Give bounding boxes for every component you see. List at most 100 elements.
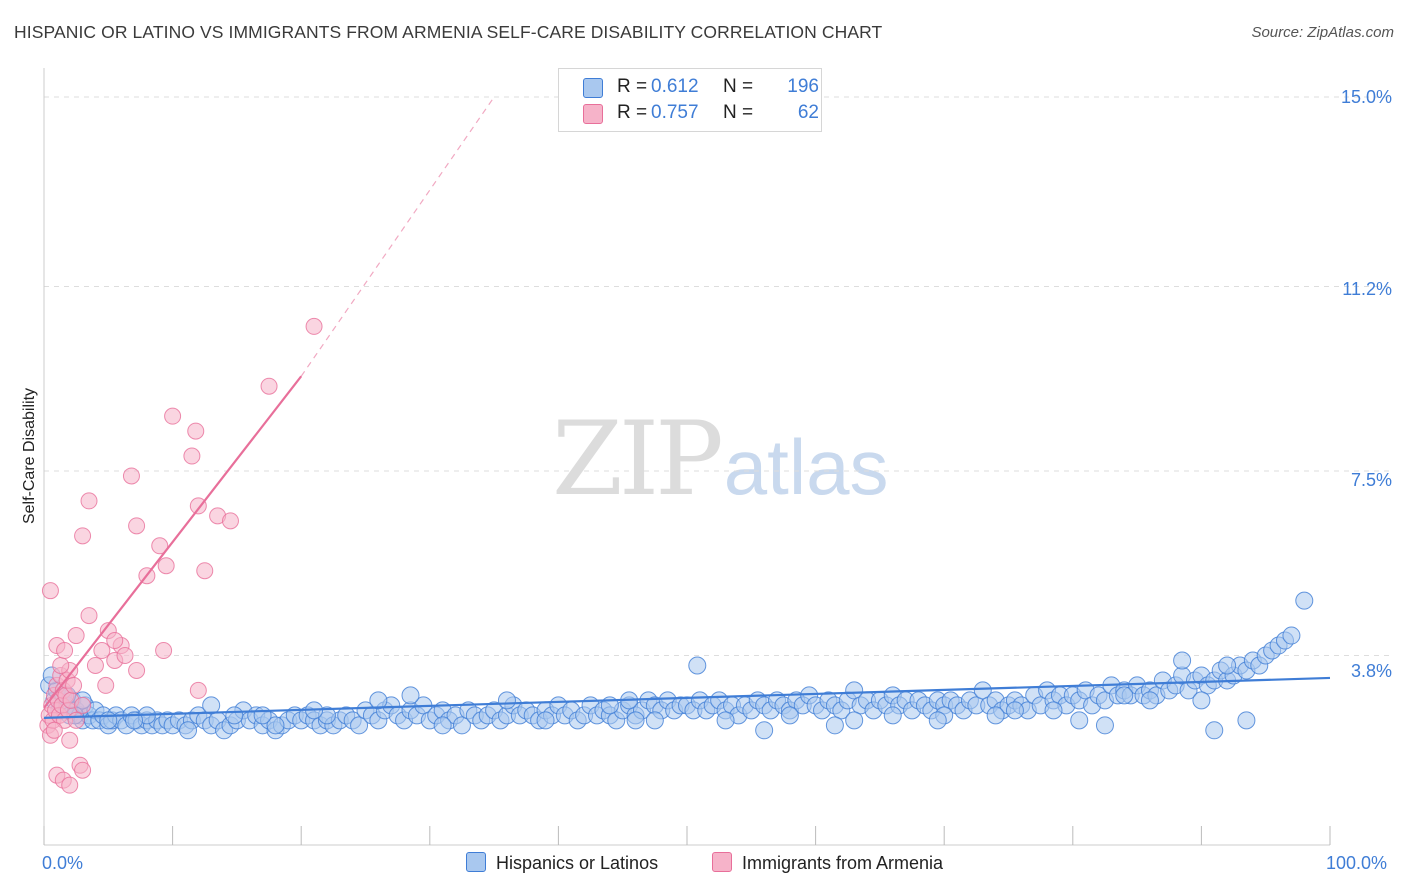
point-hispanics-212	[225, 706, 244, 725]
legend-n-value: 62	[797, 102, 819, 123]
point-hispanics-231	[883, 706, 902, 725]
point-hispanics-249	[1237, 711, 1256, 730]
point-armenia-46	[189, 681, 207, 699]
bottom-legend-label-armenia: Immigrants from Armenia	[742, 853, 944, 873]
bottom-legend-armenia: Immigrants from Armenia	[712, 852, 943, 874]
point-armenia-50	[221, 512, 239, 530]
point-hispanics-246	[1070, 711, 1089, 730]
point-hispanics-245	[1005, 701, 1024, 720]
point-armenia-35	[122, 467, 140, 485]
point-hispanics-206	[688, 656, 707, 675]
point-armenia-48	[196, 562, 214, 580]
point-hispanics-225	[433, 716, 452, 735]
point-armenia-37	[80, 492, 98, 510]
point-hispanics-233	[986, 706, 1005, 725]
point-armenia-24	[61, 731, 79, 749]
point-hispanics-237	[1192, 691, 1211, 710]
point-armenia-42	[157, 557, 175, 575]
y-tick-label-15: 15.0%	[1340, 87, 1392, 107]
watermark: ZIPatlas	[552, 400, 889, 519]
trendline-armenia-extension	[300, 96, 495, 377]
point-hispanics-229	[780, 706, 799, 725]
point-hispanics-213	[179, 721, 198, 740]
point-hispanics-209	[401, 686, 420, 705]
point-hispanics-239	[1218, 656, 1237, 675]
trendline-hispanics	[43, 676, 1331, 719]
bottom-legend-swatch-pink	[712, 852, 732, 872]
point-armenia-27	[80, 607, 98, 625]
point-hispanics-230	[825, 716, 844, 735]
point-armenia-58	[45, 721, 63, 739]
legend-n-label: N =	[723, 102, 754, 123]
y-tick-label-7-5: 7.5%	[1350, 470, 1392, 490]
x-tick-label-max: 100.0%	[1326, 853, 1388, 873]
legend-n-value: 196	[787, 76, 819, 97]
point-hispanics-236	[1140, 691, 1159, 710]
legend-r-label: R =	[617, 102, 648, 123]
point-hispanics-224	[369, 691, 388, 710]
bottom-legend-swatch-blue	[466, 852, 486, 872]
point-hispanics-241	[645, 711, 664, 730]
point-hispanics-234	[1044, 701, 1063, 720]
legend-swatch-pink	[583, 104, 603, 124]
point-hispanics-208	[497, 691, 516, 710]
point-armenia-25	[67, 627, 85, 645]
point-armenia-43	[164, 407, 182, 425]
y-tick-label-11-2: 11.2%	[1342, 279, 1392, 299]
point-hispanics-204	[1282, 626, 1301, 645]
point-hispanics-211	[266, 716, 285, 735]
point-armenia-44	[183, 447, 201, 465]
legend-r-value: 0.757	[651, 102, 699, 123]
point-armenia-55	[61, 776, 79, 794]
point-hispanics-243	[845, 711, 864, 730]
point-hispanics-136	[845, 681, 864, 700]
y-tick-label-3-8: 3.8%	[1350, 661, 1392, 681]
chart-title: HISPANIC OR LATINO VS IMMIGRANTS FROM AR…	[14, 22, 883, 42]
point-armenia-60	[106, 632, 124, 650]
point-armenia-26	[74, 696, 92, 714]
point-armenia-20	[41, 582, 59, 600]
point-hispanics-221	[202, 696, 221, 715]
point-hispanics-156	[973, 681, 992, 700]
watermark-atlas: atlas	[723, 423, 889, 511]
point-armenia-28	[86, 656, 104, 674]
point-hispanics-238	[1173, 651, 1192, 670]
point-armenia-57	[74, 761, 92, 779]
point-armenia-29	[93, 642, 111, 660]
point-armenia-30	[97, 676, 115, 694]
point-hispanics-75	[452, 716, 471, 735]
point-hispanics-242	[755, 721, 774, 740]
point-armenia-40	[151, 537, 169, 555]
point-hispanics-247	[1115, 686, 1134, 705]
point-hispanics-227	[626, 711, 645, 730]
legend-swatch-blue	[583, 78, 603, 98]
point-hispanics-228	[716, 711, 735, 730]
point-armenia-36	[128, 661, 146, 679]
point-armenia-23	[56, 642, 74, 660]
point-hispanics-222	[253, 706, 272, 725]
point-armenia-22	[52, 656, 70, 674]
point-armenia-38	[74, 527, 92, 545]
point-armenia-34	[116, 647, 134, 665]
x-tick-label-min: 0.0%	[42, 853, 84, 873]
point-hispanics-226	[536, 711, 555, 730]
bottom-legend-hispanics: Hispanics or Latinos	[466, 852, 658, 874]
point-hispanics-235	[1095, 716, 1114, 735]
legend-r-label: R =	[617, 76, 648, 97]
point-armenia-45	[187, 422, 205, 440]
point-armenia-41	[155, 642, 173, 660]
watermark-zip: ZIP	[552, 400, 724, 519]
bottom-legend-label-hispanics: Hispanics or Latinos	[496, 853, 659, 873]
point-hispanics-215	[99, 711, 118, 730]
point-armenia-51	[260, 377, 278, 395]
legend-n-label: N =	[723, 76, 754, 97]
point-hispanics-205	[1295, 591, 1314, 610]
source-credit: Source: ZipAtlas.com	[1251, 24, 1394, 41]
point-armenia-52	[305, 317, 323, 335]
point-armenia-39	[128, 517, 146, 535]
legend-r-value: 0.612	[651, 76, 699, 97]
trendline-armenia	[43, 375, 303, 709]
point-armenia-47	[189, 497, 207, 515]
point-hispanics-59	[350, 716, 369, 735]
